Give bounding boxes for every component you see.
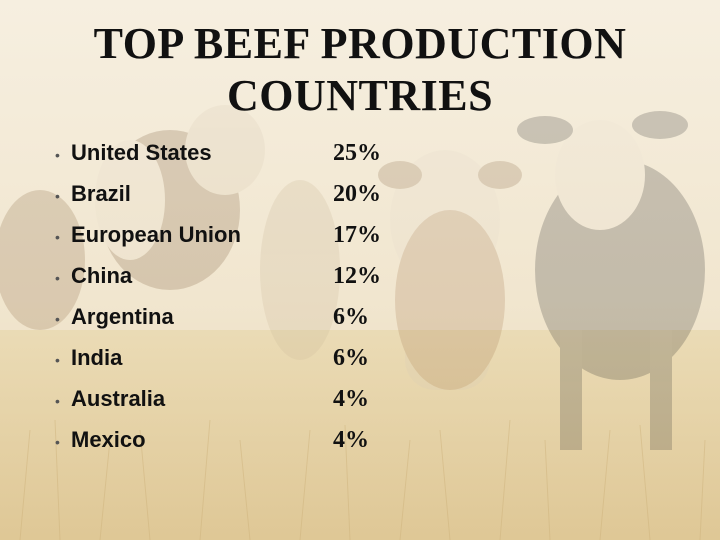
title-line-2: COUNTRIES — [226, 71, 494, 120]
country-percent: 20% — [333, 181, 381, 207]
country-name: China — [71, 263, 133, 288]
list-item: • China 12% — [55, 263, 475, 304]
country-percent: 4% — [333, 386, 369, 412]
list-item: • Brazil 20% — [55, 181, 475, 222]
country-name: India — [71, 345, 123, 370]
list-item: • India 6% — [55, 345, 475, 386]
bullet-icon: • — [55, 311, 60, 327]
country-list: • United States 25% • Brazil 20% • Europ… — [55, 140, 475, 468]
bullet-icon: • — [55, 229, 60, 245]
bullet-icon: • — [55, 434, 60, 450]
country-percent: 4% — [333, 427, 369, 453]
country-percent: 6% — [333, 345, 369, 371]
title-line-1: TOP BEEF PRODUCTION — [93, 19, 627, 68]
country-name: Mexico — [71, 427, 146, 452]
country-percent: 12% — [333, 263, 381, 289]
list-item: • Mexico 4% — [55, 427, 475, 468]
country-name: Australia — [71, 386, 166, 411]
country-name: European Union — [71, 222, 241, 247]
bullet-icon: • — [55, 352, 60, 368]
list-item: • United States 25% — [55, 140, 475, 181]
country-name: Argentina — [71, 304, 174, 329]
bullet-icon: • — [55, 270, 60, 286]
list-item: • Australia 4% — [55, 386, 475, 427]
list-item: • European Union 17% — [55, 222, 475, 263]
country-percent: 17% — [333, 222, 381, 248]
bullet-icon: • — [55, 393, 60, 409]
list-item: • Argentina 6% — [55, 304, 475, 345]
slide-title: TOP BEEF PRODUCTION COUNTRIES — [0, 18, 720, 122]
country-percent: 25% — [333, 140, 381, 166]
country-percent: 6% — [333, 304, 369, 330]
country-name: Brazil — [71, 181, 131, 206]
bullet-icon: • — [55, 188, 60, 204]
country-name: United States — [71, 140, 212, 165]
bullet-icon: • — [55, 147, 60, 163]
